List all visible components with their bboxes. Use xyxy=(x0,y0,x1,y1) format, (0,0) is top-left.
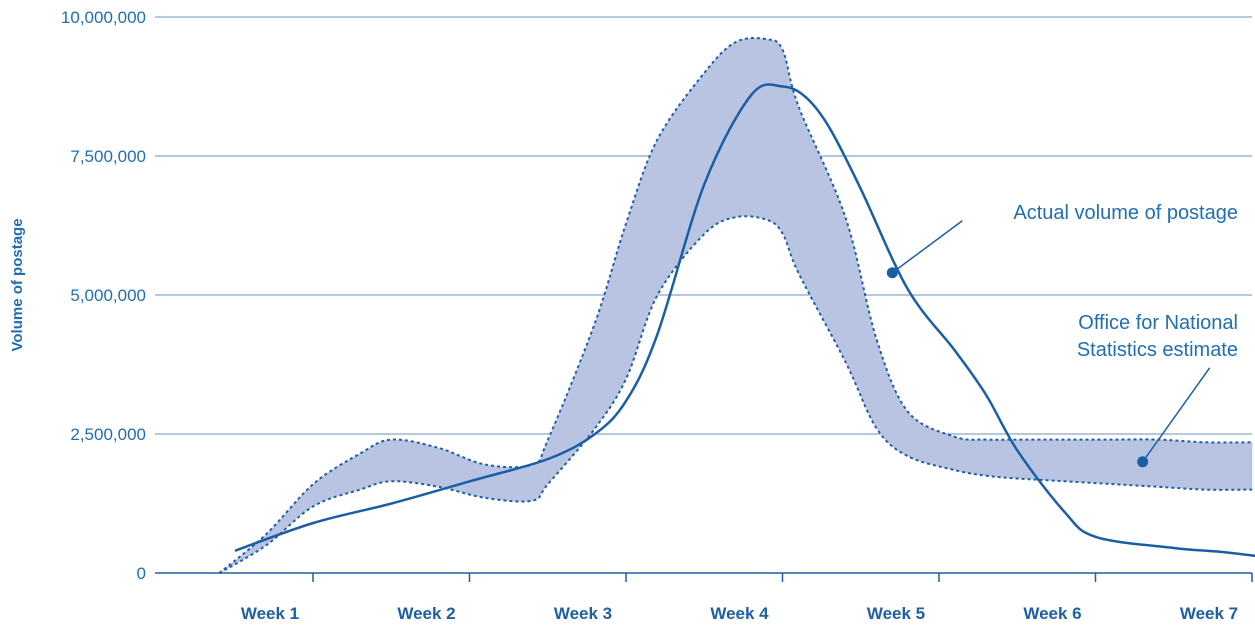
y-axis-label: Volume of postage xyxy=(9,218,26,351)
annotations: Actual volume of postage Office for Natio… xyxy=(887,202,1238,467)
y-tick-label: 10,000,000 xyxy=(61,8,146,27)
annotation-label-actual: Actual volume of postage xyxy=(1013,202,1238,224)
x-tick-label: Week 2 xyxy=(397,604,455,623)
tick-labels: 0 2,500,000 5,000,000 7,500,000 10,000,000 We… xyxy=(61,8,1238,623)
x-tick-label: Week 1 xyxy=(241,604,299,623)
x-tick-label: Week 7 xyxy=(1180,604,1238,623)
annotation-label-ons: Office for National xyxy=(1078,312,1238,334)
y-tick-label: 5,000,000 xyxy=(70,286,146,305)
y-tick-label: 2,500,000 xyxy=(70,425,146,444)
y-tick-label: 0 xyxy=(137,564,146,583)
x-tick-label: Week 5 xyxy=(867,604,925,623)
x-tick-label: Week 6 xyxy=(1023,604,1081,623)
axes xyxy=(155,573,1252,582)
annotation-label-ons: Statistics estimate xyxy=(1077,339,1238,361)
x-tick-label: Week 3 xyxy=(554,604,612,623)
x-tick-label: Week 4 xyxy=(710,604,769,623)
band-lower-edge xyxy=(219,216,1252,573)
annotation-leader-actual xyxy=(892,221,962,273)
y-tick-label: 7,500,000 xyxy=(70,147,146,166)
